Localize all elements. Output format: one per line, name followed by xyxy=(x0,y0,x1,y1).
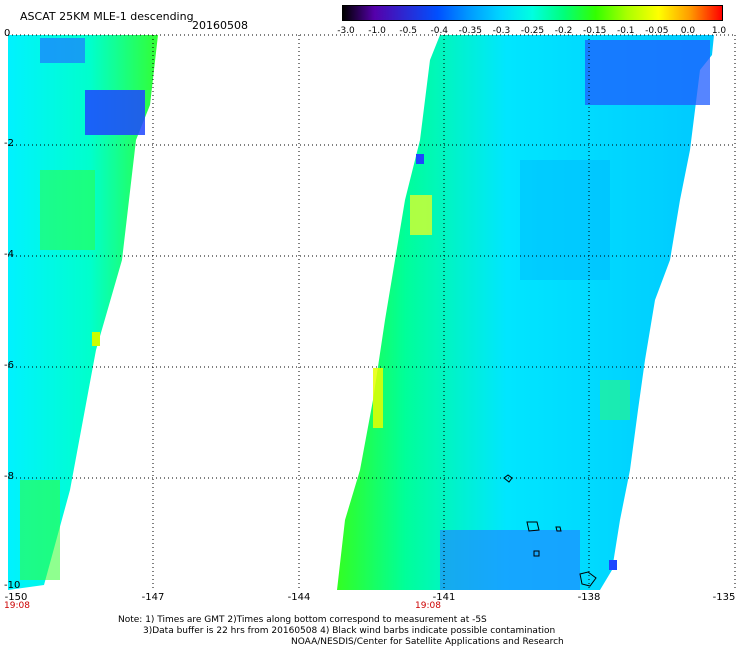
lat-label: 0 xyxy=(4,28,11,39)
lon-label: -135 xyxy=(712,592,736,603)
colorbar-tick-label: -0.2 xyxy=(554,26,573,36)
lat-label: -10 xyxy=(4,580,21,591)
colorbar-tick-label: -0.15 xyxy=(583,26,607,36)
lat-label: -8 xyxy=(4,471,14,482)
colorbar-tick-label: -0.05 xyxy=(645,26,669,36)
left-swath-green-patch xyxy=(40,170,95,250)
left-swath-blue-patch xyxy=(40,38,85,63)
footer-note-line1: Note: 1) Times are GMT 2)Times along bot… xyxy=(118,615,487,625)
colorbar xyxy=(342,5,723,21)
colorbar-tick-label: -0.25 xyxy=(520,26,545,36)
island-outline xyxy=(526,521,540,532)
island-outline xyxy=(555,526,562,532)
lon-label: -141 xyxy=(432,592,456,603)
map-title: ASCAT 25KM MLE-1 descending xyxy=(20,10,194,23)
lat-label: -6 xyxy=(4,360,14,371)
grid-lines xyxy=(8,34,736,590)
time-label: 19:08 xyxy=(415,601,441,611)
right-swath-blue-cell xyxy=(609,560,617,570)
lon-label: -138 xyxy=(577,592,601,603)
left-swath-blue-patch xyxy=(85,90,145,135)
colorbar-tick-label: -0.35 xyxy=(458,26,482,36)
colorbar-tick-label: -1.0 xyxy=(368,26,386,36)
lon-label: -150 xyxy=(4,592,28,603)
footer-note-line3: NOAA/NESDIS/Center for Satellite Applica… xyxy=(291,637,564,647)
colorbar-tick-label: 1.0 xyxy=(711,26,727,36)
colorbar-tick-label: -0.5 xyxy=(399,26,417,36)
map-date: 20160508 xyxy=(192,19,248,32)
right-swath-green-patch xyxy=(600,380,630,420)
colorbar-tick-label: 0.0 xyxy=(680,26,696,36)
lon-label: -144 xyxy=(287,592,311,603)
right-swath-blue-patch xyxy=(520,160,610,280)
right-swath-yellow-patch xyxy=(373,368,383,428)
left-swath-yellow-patch xyxy=(92,332,100,346)
footer-note-line2: 3)Data buffer is 22 hrs from 20160508 4)… xyxy=(143,626,556,636)
right-swath-area xyxy=(337,35,714,590)
colorbar-tick-label: -3.0 xyxy=(337,26,355,36)
time-label: 19:08 xyxy=(4,601,30,611)
left-swath-green-patch xyxy=(20,480,60,580)
colorbar-tick-label: -0.4 xyxy=(430,26,449,36)
colorbar-tick-label: -0.3 xyxy=(492,26,511,36)
right-swath xyxy=(337,35,714,590)
left-swath xyxy=(8,35,158,590)
right-swath-blue-patch xyxy=(585,40,710,105)
right-swath-blue-cell xyxy=(416,154,424,164)
colorbar-tick-label: -0.1 xyxy=(616,26,635,36)
lon-label: -147 xyxy=(141,592,165,603)
lat-label: -4 xyxy=(4,249,14,260)
right-swath-yellow-patch xyxy=(410,195,432,235)
island-outline xyxy=(533,550,540,557)
lat-label: -2 xyxy=(4,138,14,149)
island-outline xyxy=(579,571,597,587)
right-swath-blue-patch xyxy=(440,530,580,590)
